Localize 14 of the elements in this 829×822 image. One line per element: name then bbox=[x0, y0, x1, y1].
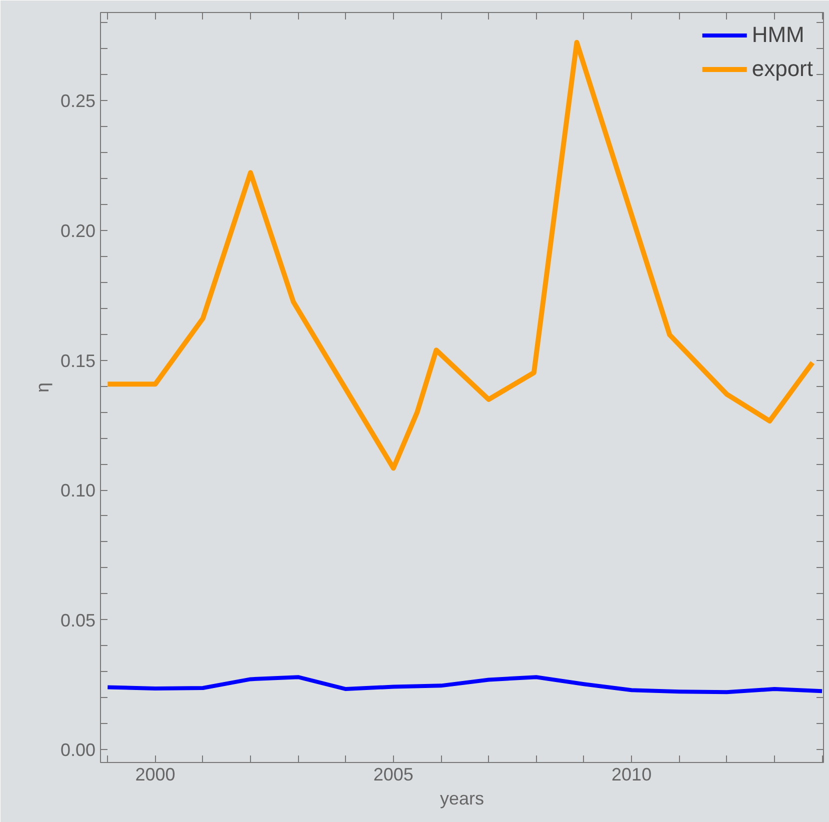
x-axis-title: years bbox=[440, 788, 484, 808]
y-tick-label: 0.10 bbox=[60, 480, 96, 501]
y-tick-label: 0.25 bbox=[60, 91, 96, 112]
legend-label: HMM bbox=[752, 22, 804, 48]
y-tick-label: 0.00 bbox=[60, 740, 96, 760]
x-tick-label: 2005 bbox=[373, 764, 414, 784]
y-tick-label: 0.20 bbox=[60, 220, 96, 241]
y-axis-title: η bbox=[32, 382, 52, 393]
y-tick-label: 0.05 bbox=[60, 610, 96, 630]
legend-label: export bbox=[752, 56, 813, 82]
line-series bbox=[106, 675, 824, 694]
x-tick-label: 2010 bbox=[612, 764, 652, 784]
y-tick-label: 0.15 bbox=[60, 350, 96, 371]
x-tick-label: 2000 bbox=[135, 764, 176, 784]
